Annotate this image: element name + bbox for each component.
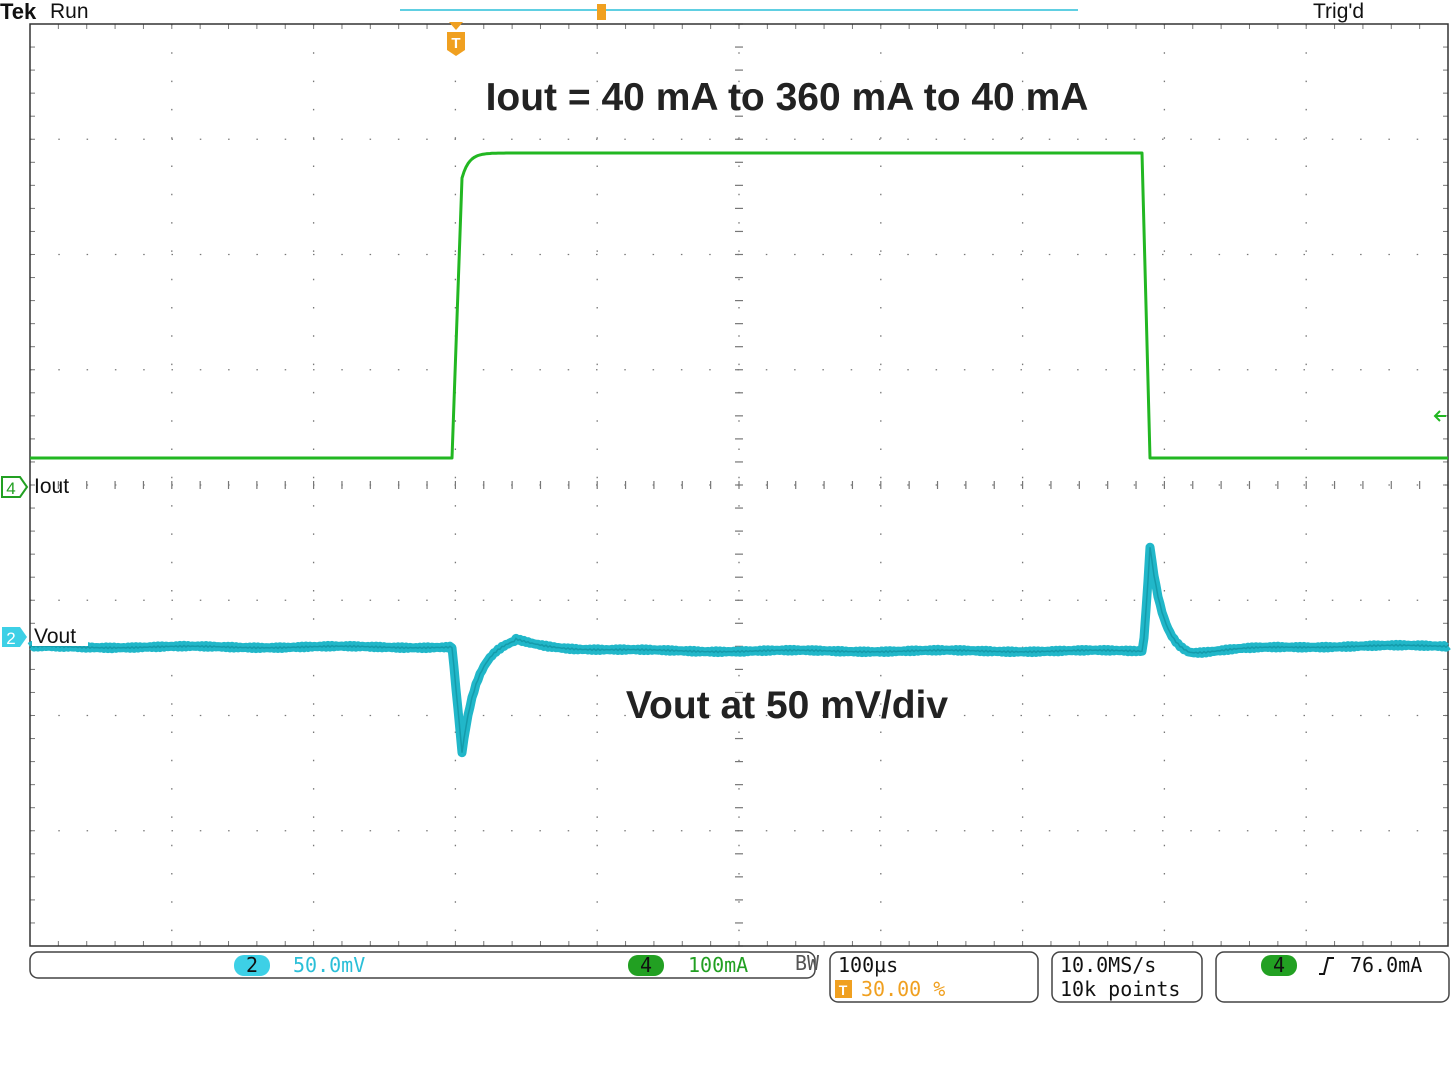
trigger-marker: T <box>451 35 460 52</box>
timebase-marker: T <box>839 982 848 998</box>
ch2-scale: 50.0mV <box>293 953 365 977</box>
iout-annotation: Iout = 40 mA to 360 mA to 40 mA <box>486 76 1089 119</box>
trigger-status: Trig'd <box>1313 0 1364 23</box>
record-length: 10k points <box>1060 977 1180 1001</box>
graticule <box>29 23 1449 947</box>
trigger-level: 76.0mA <box>1350 953 1422 977</box>
trigger-marker-shape <box>447 32 465 56</box>
vout-trace-core <box>29 547 1449 753</box>
ch4-number: 4 <box>640 953 652 977</box>
sample-rate: 10.0MS/s <box>1060 953 1156 977</box>
ch4-label: Iout <box>34 475 69 498</box>
trigger-position: 30.00 % <box>861 977 945 1001</box>
bandwidth-limit: BW <box>795 951 820 975</box>
ch2-number: 2 <box>246 953 258 977</box>
timebase-marker-bg <box>835 980 852 998</box>
iout-trace <box>30 151 1448 460</box>
trigger-slope <box>1319 957 1334 975</box>
trigger-marker-arrow <box>449 22 463 30</box>
trigger-level-marker <box>1433 410 1446 422</box>
run-state: Run <box>50 0 89 23</box>
trigger-source: 4 <box>1273 953 1285 977</box>
ch2-label: Vout <box>34 625 76 648</box>
vout-annotation: Vout at 50 mV/div <box>626 684 948 727</box>
acquisition-box <box>1051 951 1203 1003</box>
ch2-marker <box>2 627 27 647</box>
ch4-badge <box>628 955 664 976</box>
vertical-box <box>29 951 816 979</box>
timebase-scale: 100µs <box>838 953 898 977</box>
ch4-marker <box>1 476 29 498</box>
ch2-marker-number: 2 <box>6 629 15 648</box>
ch4-scale: 100mA <box>688 953 748 977</box>
ch4-marker-number: 4 <box>6 479 15 498</box>
graticule-frame <box>29 23 1449 947</box>
timebase-box <box>829 951 1039 1003</box>
record-marker <box>597 4 606 20</box>
brand: Tek <box>0 0 37 24</box>
ch2-label-bg <box>32 626 88 646</box>
ch2-badge <box>234 955 270 976</box>
trigger-source-badge <box>1261 955 1297 976</box>
